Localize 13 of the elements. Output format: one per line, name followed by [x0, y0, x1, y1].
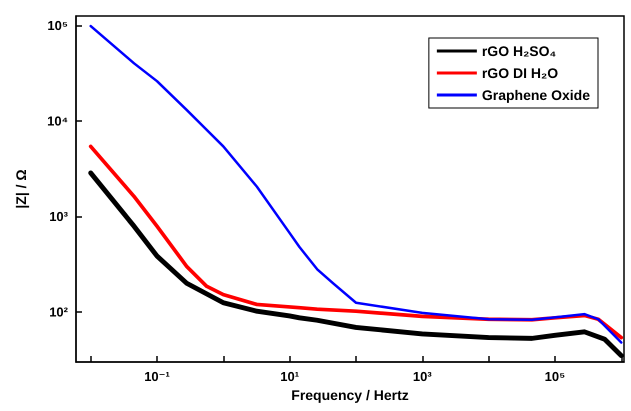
y-axis-title: |Z| / Ω [13, 169, 30, 209]
x-tick-label: 10¹ [280, 369, 300, 384]
x-tick-label: 10³ [412, 369, 432, 384]
y-tick-label: 10² [49, 304, 69, 320]
legend-label: rGO DI H₂O [482, 65, 558, 81]
y-tick-label: 10⁵ [47, 18, 68, 33]
x-tick-label: 10⁻¹ [144, 369, 170, 384]
y-tick-label: 10³ [49, 208, 69, 224]
legend-label: rGO H₂SO₄ [482, 43, 556, 59]
y-tick-label: 10⁴ [47, 113, 68, 128]
legend-label: Graphene Oxide [482, 87, 590, 103]
x-axis-title: Frequency / Hertz [291, 387, 409, 403]
x-tick-label: 10⁵ [544, 369, 566, 384]
